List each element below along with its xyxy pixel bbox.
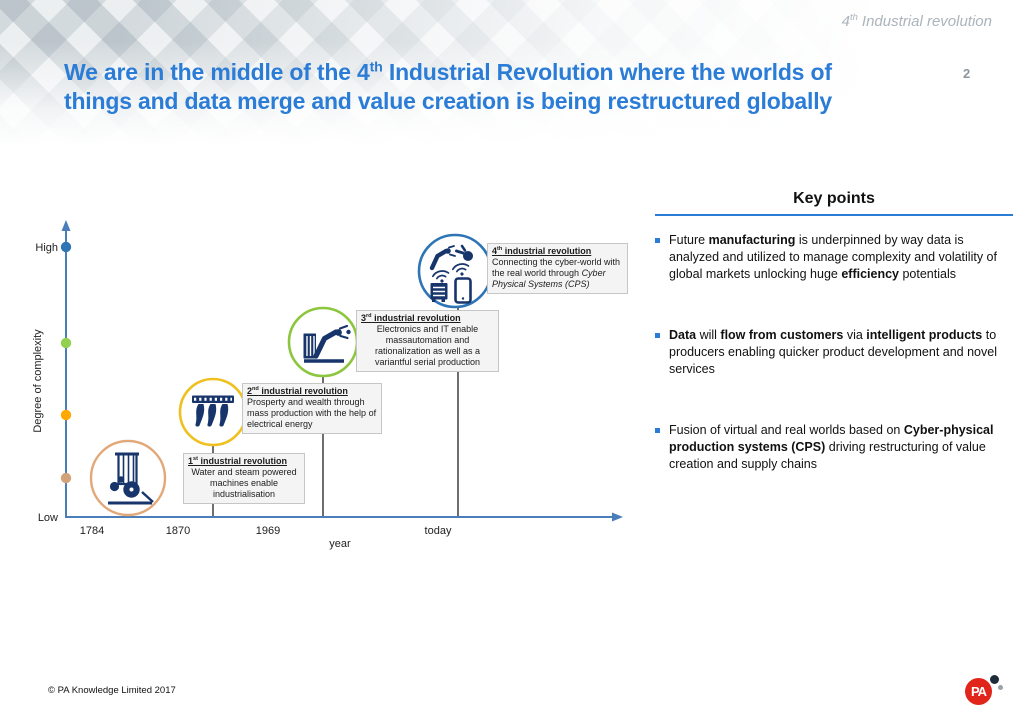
key-point-item: Data will flow from customers via intell… [655, 327, 1013, 378]
revolution-1-title: 1st industrial revolution [188, 456, 287, 466]
wifi-icon [431, 270, 450, 283]
robot-arm-icon [303, 324, 351, 363]
key-point-item: Future manufacturing is underpinned by w… [655, 232, 1013, 283]
key-point-item: Fusion of virtual and real worlds based … [655, 422, 1013, 473]
square-bullet-icon [655, 428, 660, 433]
x-tick-1870: 1870 [166, 525, 190, 537]
slide-title-line2: things and data merge and value creation… [64, 88, 832, 115]
x-tick-1784: 1784 [80, 525, 104, 537]
revolution-4-title: 4th industrial revolution [492, 246, 592, 256]
x-axis-title: year [329, 538, 351, 550]
complexity-dot-2 [60, 409, 72, 421]
revolution-2-body: Prosperty and wealth through mass produc… [247, 396, 377, 429]
y-low-label: Low [38, 512, 58, 524]
x-tick-today: today [425, 525, 452, 537]
complexity-dot-3 [60, 337, 72, 349]
revolution-4-box: 4th industrial revolution Connecting the… [487, 243, 628, 294]
key-points-heading: Key points [793, 190, 875, 207]
machine-icon [430, 283, 448, 302]
revolution-3-body: Electronics and IT enable massautomation… [374, 323, 481, 367]
cyber-physical-system-icon [429, 244, 473, 304]
square-bullet-icon [655, 333, 660, 338]
y-high-label: High [35, 242, 58, 254]
pa-logo: PA [963, 672, 1008, 708]
key-points-divider [655, 214, 1013, 216]
revolution-3-title: 3rd industrial revolution [361, 313, 461, 323]
complexity-axis [61, 220, 71, 517]
key-point-text: Future manufacturing is underpinned by w… [669, 233, 997, 281]
key-point-text: Fusion of virtual and real worlds based … [669, 423, 994, 471]
y-axis-title: Degree of complexity [32, 329, 44, 433]
y-axis-arrow-icon [61, 220, 71, 231]
revolution-2-title: 2nd industrial revolution [247, 386, 348, 396]
wifi-icon [451, 263, 470, 276]
key-points-list: Future manufacturing is underpinned by w… [655, 232, 1013, 473]
page-number: 2 [963, 66, 971, 81]
industrial-revolutions-timeline-figure: High Low Degree of complexity 1784 1870 … [25, 215, 645, 550]
square-bullet-icon [655, 238, 660, 243]
slide-title: We are in the middle of the 4th Industri… [64, 58, 964, 117]
corner-tag: 4th Industrial revolution [841, 12, 992, 30]
steam-engine-icon [108, 452, 154, 505]
x-axis-arrow-icon [612, 512, 623, 522]
slide-title-line1: We are in the middle of the 4th Industri… [64, 59, 832, 85]
complexity-dot-1 [60, 472, 72, 484]
complexity-dot-4 [60, 241, 72, 253]
assembly-line-icon [192, 395, 234, 427]
copyright-notice: © PA Knowledge Limited 2017 [48, 685, 176, 696]
revolution-2-box: 2nd industrial revolution Prosperty and … [242, 383, 382, 434]
year-axis [65, 512, 623, 522]
pa-logo-circle: PA [965, 678, 992, 705]
revolution-4-body: Connecting the cyber-world with the real… [492, 256, 621, 289]
x-tick-1969: 1969 [256, 525, 280, 537]
key-point-text: Data will flow from customers via intell… [669, 328, 997, 376]
revolution-1-body: Water and steam powered machines enable … [191, 466, 297, 499]
smartphone-icon [454, 277, 472, 304]
revolution-1-box: 1st industrial revolution Water and stea… [183, 453, 305, 504]
pa-logo-navy-dot-icon [989, 674, 999, 684]
pa-logo-gray-dot-icon [998, 684, 1003, 690]
hand-cursor-icon [455, 244, 473, 261]
revolution-3-box: 3rd industrial revolution Electronics an… [356, 310, 499, 372]
key-points-panel: Key points Future manufacturing is under… [655, 190, 1013, 517]
